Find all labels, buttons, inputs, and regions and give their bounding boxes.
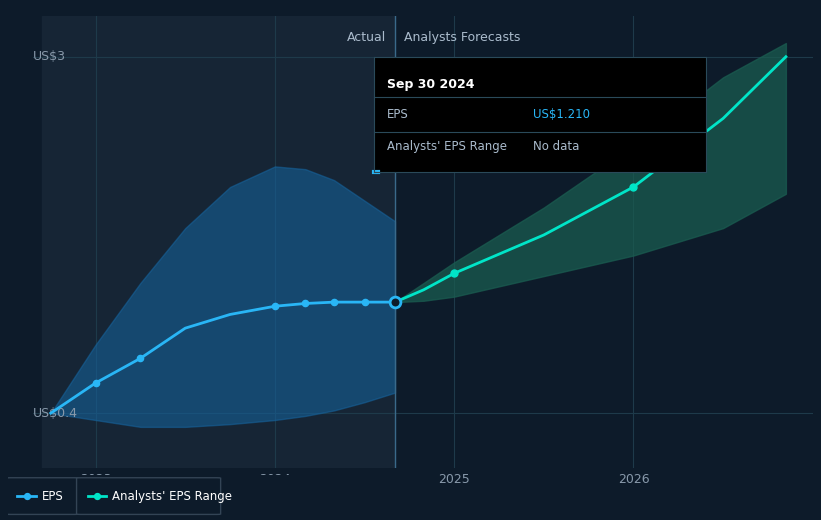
Point bbox=[134, 354, 147, 362]
Text: Analysts Forecasts: Analysts Forecasts bbox=[404, 31, 521, 44]
Text: Actual: Actual bbox=[346, 31, 386, 44]
Text: EPS: EPS bbox=[387, 108, 409, 121]
Point bbox=[89, 379, 102, 387]
Point bbox=[388, 298, 401, 306]
FancyBboxPatch shape bbox=[76, 478, 221, 514]
Point bbox=[358, 298, 371, 306]
Text: Analysts' EPS Range: Analysts' EPS Range bbox=[387, 139, 507, 152]
Point bbox=[388, 298, 401, 306]
Point bbox=[328, 298, 341, 306]
Point bbox=[299, 300, 312, 308]
Text: No data: No data bbox=[533, 139, 580, 152]
Text: EPS: EPS bbox=[42, 490, 63, 502]
Text: Sep 30 2024: Sep 30 2024 bbox=[387, 78, 475, 91]
Text: US$1.210: US$1.210 bbox=[533, 108, 590, 121]
Text: US$0.4: US$0.4 bbox=[33, 407, 78, 420]
Point bbox=[627, 183, 640, 191]
Bar bbox=[42, 16, 395, 468]
Point bbox=[21, 492, 34, 500]
Point bbox=[447, 269, 461, 278]
Point bbox=[268, 302, 282, 310]
Text: Analysts' EPS Range: Analysts' EPS Range bbox=[112, 490, 232, 502]
Text: US$3: US$3 bbox=[33, 50, 66, 63]
FancyBboxPatch shape bbox=[7, 478, 79, 514]
Point bbox=[90, 492, 103, 500]
